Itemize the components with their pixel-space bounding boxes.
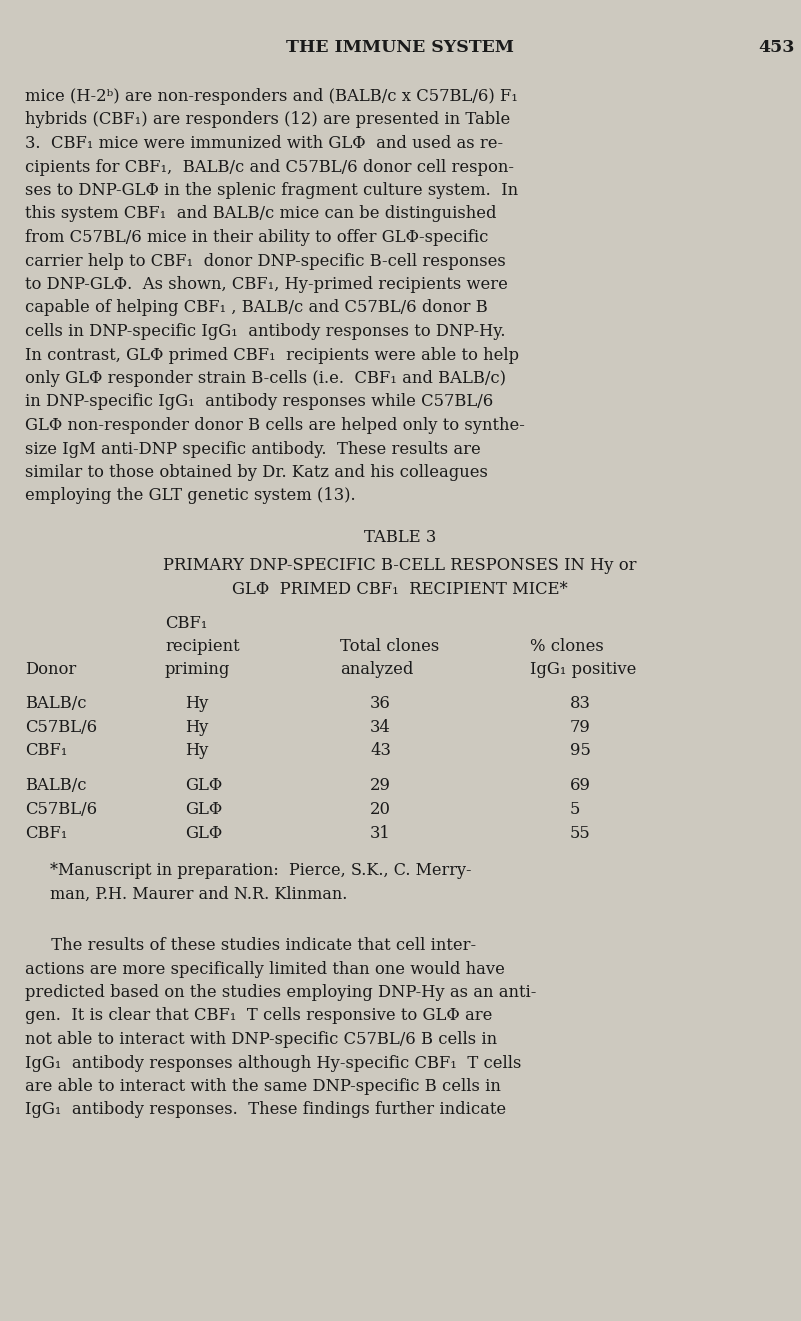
Text: actions are more specifically limited than one would have: actions are more specifically limited th… (25, 960, 505, 978)
Text: CBF₁: CBF₁ (165, 614, 207, 631)
Text: analyzed: analyzed (340, 662, 413, 679)
Text: GLΦ: GLΦ (185, 824, 222, 841)
Text: cells in DNP-specific IgG₁  antibody responses to DNP-Hy.: cells in DNP-specific IgG₁ antibody resp… (25, 324, 505, 339)
Text: predicted based on the studies employing DNP-Hy as an anti-: predicted based on the studies employing… (25, 984, 537, 1001)
Text: Hy: Hy (185, 695, 208, 712)
Text: size IgM anti-DNP specific antibody.  These results are: size IgM anti-DNP specific antibody. The… (25, 440, 481, 457)
Text: *Manuscript in preparation:  Pierce, S.K., C. Merry-: *Manuscript in preparation: Pierce, S.K.… (50, 863, 472, 878)
Text: % clones: % clones (530, 638, 604, 655)
Text: man, P.H. Maurer and N.R. Klinman.: man, P.H. Maurer and N.R. Klinman. (50, 885, 348, 902)
Text: 5: 5 (570, 801, 581, 818)
Text: 95: 95 (570, 742, 591, 760)
Text: BALB/c: BALB/c (25, 695, 87, 712)
Text: In contrast, GLΦ primed CBF₁  recipients were able to help: In contrast, GLΦ primed CBF₁ recipients … (25, 346, 519, 363)
Text: GLΦ: GLΦ (185, 801, 222, 818)
Text: BALB/c: BALB/c (25, 778, 87, 794)
Text: 69: 69 (570, 778, 591, 794)
Text: in DNP-specific IgG₁  antibody responses while C57BL/6: in DNP-specific IgG₁ antibody responses … (25, 394, 493, 411)
Text: 34: 34 (370, 719, 391, 736)
Text: carrier help to CBF₁  donor DNP-specific B-cell responses: carrier help to CBF₁ donor DNP-specific … (25, 252, 505, 269)
Text: from C57BL/6 mice in their ability to offer GLΦ-specific: from C57BL/6 mice in their ability to of… (25, 229, 489, 246)
Text: employing the GLT genetic system (13).: employing the GLT genetic system (13). (25, 487, 356, 505)
Text: The results of these studies indicate that cell inter-: The results of these studies indicate th… (25, 937, 476, 954)
Text: IgG₁  antibody responses although Hy-specific CBF₁  T cells: IgG₁ antibody responses although Hy-spec… (25, 1054, 521, 1071)
Text: CBF₁: CBF₁ (25, 824, 67, 841)
Text: TABLE 3: TABLE 3 (364, 528, 436, 546)
Text: gen.  It is clear that CBF₁  T cells responsive to GLΦ are: gen. It is clear that CBF₁ T cells respo… (25, 1008, 493, 1025)
Text: Hy: Hy (185, 742, 208, 760)
Text: 20: 20 (370, 801, 391, 818)
Text: IgG₁  antibody responses.  These findings further indicate: IgG₁ antibody responses. These findings … (25, 1102, 506, 1119)
Text: PRIMARY DNP-SPECIFIC B-CELL RESPONSES IN Hy or: PRIMARY DNP-SPECIFIC B-CELL RESPONSES IN… (163, 557, 637, 575)
Text: CBF₁: CBF₁ (25, 742, 67, 760)
Text: recipient: recipient (165, 638, 239, 655)
Text: 43: 43 (370, 742, 391, 760)
Text: 3.  CBF₁ mice were immunized with GLΦ  and used as re-: 3. CBF₁ mice were immunized with GLΦ and… (25, 135, 503, 152)
Text: to DNP-GLΦ.  As shown, CBF₁, Hy-primed recipients were: to DNP-GLΦ. As shown, CBF₁, Hy-primed re… (25, 276, 508, 293)
Text: THE IMMUNE SYSTEM: THE IMMUNE SYSTEM (286, 40, 514, 57)
Text: not able to interact with DNP-specific C57BL/6 B cells in: not able to interact with DNP-specific C… (25, 1030, 497, 1048)
Text: Total clones: Total clones (340, 638, 439, 655)
Text: hybrids (CBF₁) are responders (12) are presented in Table: hybrids (CBF₁) are responders (12) are p… (25, 111, 510, 128)
Text: C57BL/6: C57BL/6 (25, 801, 97, 818)
Text: this system CBF₁  and BALB/c mice can be distinguished: this system CBF₁ and BALB/c mice can be … (25, 206, 497, 222)
Text: 453: 453 (758, 40, 794, 57)
Text: GLΦ  PRIMED CBF₁  RECIPIENT MICE*: GLΦ PRIMED CBF₁ RECIPIENT MICE* (232, 581, 568, 598)
Text: only GLΦ responder strain B-cells (i.e.  CBF₁ and BALB/c): only GLΦ responder strain B-cells (i.e. … (25, 370, 506, 387)
Text: capable of helping CBF₁ , BALB/c and C57BL/6 donor B: capable of helping CBF₁ , BALB/c and C57… (25, 300, 488, 317)
Text: similar to those obtained by Dr. Katz and his colleagues: similar to those obtained by Dr. Katz an… (25, 464, 488, 481)
Text: 36: 36 (370, 695, 391, 712)
Text: are able to interact with the same DNP-specific B cells in: are able to interact with the same DNP-s… (25, 1078, 501, 1095)
Text: mice (H-2ᵇ) are non-responders and (BALB/c x C57BL/6) F₁: mice (H-2ᵇ) are non-responders and (BALB… (25, 89, 518, 104)
Text: 83: 83 (570, 695, 591, 712)
Text: 55: 55 (570, 824, 591, 841)
Text: 29: 29 (370, 778, 391, 794)
Text: ses to DNP-GLΦ in the splenic fragment culture system.  In: ses to DNP-GLΦ in the splenic fragment c… (25, 182, 518, 199)
Text: priming: priming (165, 662, 231, 679)
Text: cipients for CBF₁,  BALB/c and C57BL/6 donor cell respon-: cipients for CBF₁, BALB/c and C57BL/6 do… (25, 159, 514, 176)
Text: C57BL/6: C57BL/6 (25, 719, 97, 736)
Text: Hy: Hy (185, 719, 208, 736)
Text: 79: 79 (570, 719, 591, 736)
Text: Donor: Donor (25, 662, 76, 679)
Text: 31: 31 (370, 824, 391, 841)
Text: IgG₁ positive: IgG₁ positive (530, 662, 636, 679)
Text: GLΦ non-responder donor B cells are helped only to synthe-: GLΦ non-responder donor B cells are help… (25, 417, 525, 435)
Text: GLΦ: GLΦ (185, 778, 222, 794)
